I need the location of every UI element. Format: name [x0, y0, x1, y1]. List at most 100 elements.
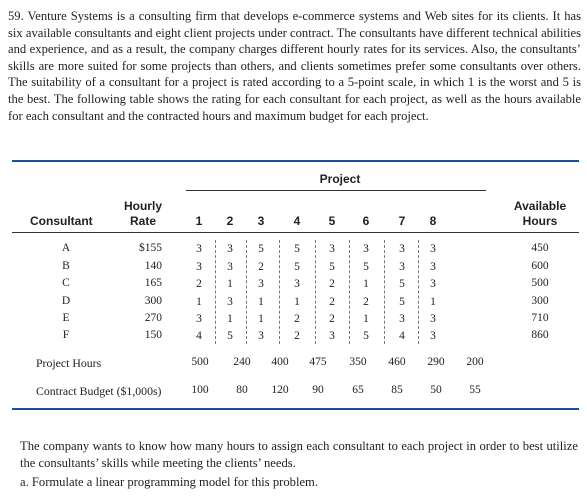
hourly-rate: 300	[144, 295, 162, 307]
problem-intro: 59. Venture Systems is a consulting firm…	[8, 8, 581, 124]
rating-cell: 3	[399, 261, 405, 273]
budget-value: 55	[469, 384, 481, 396]
available-header-line1: Available	[513, 199, 567, 213]
rating-cell: 2	[294, 313, 300, 325]
column-divider	[349, 240, 350, 344]
rate-header-line2: Rate	[129, 214, 156, 228]
project-column-header: 4	[293, 214, 301, 228]
rating-cell: 1	[363, 278, 369, 290]
project-group-header: Project	[319, 172, 361, 186]
hourly-rate: $155	[139, 242, 162, 254]
project-hours-value: 400	[271, 356, 289, 368]
table-bottom-rule	[12, 408, 579, 410]
rating-cell: 2	[363, 296, 369, 308]
problem-intro-text: Venture Systems is a consulting firm tha…	[8, 9, 582, 123]
rating-cell: 3	[227, 243, 233, 255]
rating-cell: 5	[399, 278, 405, 290]
column-header-rule	[12, 232, 579, 233]
budget-value: 50	[430, 384, 442, 396]
rating-cell: 1	[294, 296, 300, 308]
rating-cell: 5	[399, 296, 405, 308]
rating-cell: 5	[363, 330, 369, 342]
column-divider	[279, 240, 280, 344]
column-divider	[245, 240, 247, 344]
budget-value: 90	[312, 384, 324, 396]
consultant-header: Consultant	[30, 214, 93, 228]
rating-cell: 3	[430, 261, 436, 273]
rating-cell: 5	[294, 243, 300, 255]
rating-cell: 3	[430, 330, 436, 342]
rating-cell: 2	[294, 330, 300, 342]
rating-cell: 1	[363, 313, 369, 325]
available-header-line2: Hours	[522, 214, 558, 228]
project-hours-value: 500	[191, 356, 209, 368]
budget-label: Contract Budget ($1,000s)	[36, 384, 162, 398]
rating-cell: 3	[196, 243, 202, 255]
project-header-rule	[186, 190, 486, 191]
available-hours: 860	[531, 329, 549, 341]
rating-cell: 3	[196, 313, 202, 325]
rating-cell: 1	[258, 313, 264, 325]
rating-cell: 3	[258, 330, 264, 342]
consultant-name: D	[61, 295, 71, 307]
problem-number: 59.	[8, 9, 24, 23]
rating-cell: 3	[258, 278, 264, 290]
project-hours-label: Project Hours	[36, 356, 102, 370]
rating-cell: 3	[430, 278, 436, 290]
rating-cell: 4	[399, 330, 405, 342]
rating-cell: 3	[329, 243, 335, 255]
rating-cell: 5	[227, 330, 233, 342]
table-top-rule	[12, 160, 579, 162]
rating-cell: 3	[430, 243, 436, 255]
rating-cell: 3	[329, 330, 335, 342]
available-hours: 600	[531, 260, 549, 272]
rating-cell: 3	[363, 243, 369, 255]
budget-value: 80	[236, 384, 248, 396]
project-column-header: 3	[257, 214, 265, 228]
rating-cell: 2	[329, 278, 335, 290]
rating-cell: 1	[227, 313, 233, 325]
rating-cell: 4	[196, 330, 202, 342]
rating-cell: 3	[227, 296, 233, 308]
column-divider	[314, 240, 316, 344]
project-hours-value: 290	[427, 356, 445, 368]
rating-cell: 3	[196, 261, 202, 273]
budget-value: 100	[191, 384, 209, 396]
budget-value: 120	[271, 384, 289, 396]
rating-cell: 3	[399, 313, 405, 325]
rating-cell: 1	[258, 296, 264, 308]
rating-cell: 3	[399, 243, 405, 255]
project-column-header: 7	[398, 214, 406, 228]
project-hours-value: 460	[388, 356, 406, 368]
rate-header-line1: Hourly	[123, 199, 162, 213]
rating-cell: 3	[430, 313, 436, 325]
available-hours: 450	[531, 242, 549, 254]
rating-cell: 2	[196, 278, 202, 290]
project-column-header: 6	[362, 214, 370, 228]
rating-cell: 2	[329, 296, 335, 308]
budget-value: 85	[391, 384, 403, 396]
rating-cell: 1	[196, 296, 202, 308]
rating-cell: 1	[227, 278, 233, 290]
project-column-header: 2	[226, 214, 234, 228]
available-hours: 300	[531, 295, 549, 307]
project-column-header: 5	[328, 214, 336, 228]
available-hours: 710	[531, 312, 549, 324]
rating-cell: 5	[329, 261, 335, 273]
hourly-rate: 150	[144, 329, 162, 341]
part-a: a. Formulate a linear programming model …	[20, 475, 318, 489]
hourly-rate: 270	[144, 312, 162, 324]
rating-cell: 2	[258, 261, 264, 273]
rating-cell: 1	[430, 296, 436, 308]
rating-cell: 5	[294, 261, 300, 273]
consultant-name: B	[62, 260, 70, 272]
rating-cell: 3	[294, 278, 300, 290]
available-hours: 500	[531, 277, 549, 289]
project-column-header: 1	[195, 214, 203, 228]
hourly-rate: 165	[144, 277, 162, 289]
consultant-name: E	[62, 312, 70, 324]
project-hours-value: 350	[349, 356, 367, 368]
project-hours-value: 475	[309, 356, 327, 368]
column-divider	[384, 240, 385, 344]
problem-closing: The company wants to know how many hours…	[20, 439, 578, 470]
